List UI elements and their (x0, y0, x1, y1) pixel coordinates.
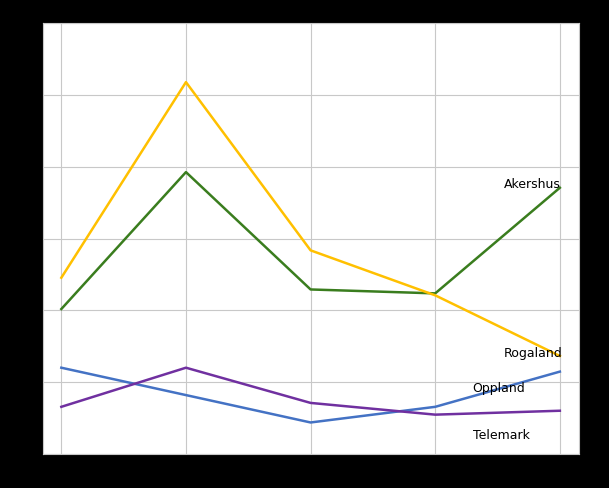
Text: Oppland: Oppland (473, 381, 526, 394)
Text: Akershus: Akershus (504, 178, 561, 191)
Text: Rogaland: Rogaland (504, 346, 563, 359)
Text: Telemark: Telemark (473, 428, 529, 441)
